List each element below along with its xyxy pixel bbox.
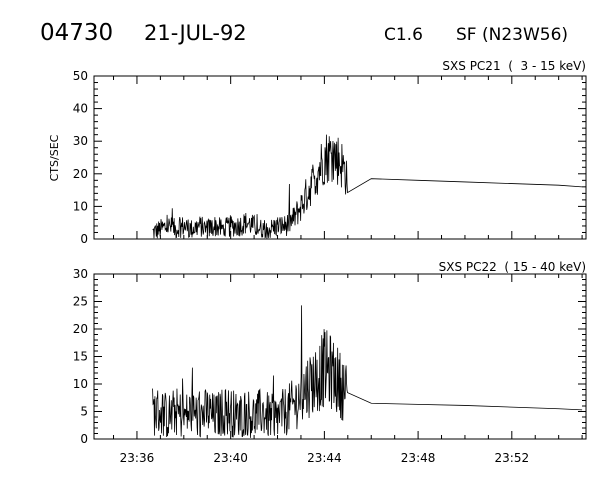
- series-line-pc22: [152, 305, 583, 438]
- y-tick-label-pc21: 0: [80, 232, 88, 246]
- y-tick-label-pc22: 25: [73, 295, 88, 309]
- y-tick-label-pc21: 50: [73, 69, 88, 83]
- y-tick-label-pc22: 0: [80, 432, 88, 446]
- plot-frame-pc21: [93, 75, 587, 240]
- panel-pc22: SXS PC22 ( 15 - 40 keV) 0 5 10 15 20 25 30 23:…: [73, 260, 587, 465]
- goes-class: C1.6: [384, 25, 423, 45]
- y-tick-label-pc22: 30: [73, 267, 88, 281]
- y-tick-label-pc21: 20: [73, 167, 88, 181]
- flare-location: SF (N23W56): [456, 25, 568, 45]
- x-axis-pc21: [113, 76, 583, 239]
- y-tick-label-pc22: 15: [73, 350, 88, 364]
- event-id: 04730: [40, 20, 113, 46]
- series-pc22: [152, 305, 583, 438]
- x-tick-label: 23:44: [307, 451, 342, 465]
- y-tick-label-pc21: 30: [73, 134, 88, 148]
- y-tick-label-pc21: 10: [73, 199, 88, 213]
- series-pc21: [152, 134, 583, 239]
- x-axis-pc22: 23:36 23:40 23:44 23:48 23:52: [113, 274, 583, 465]
- x-tick-label: 23:36: [120, 451, 155, 465]
- y-tick-label-pc22: 5: [80, 405, 88, 419]
- panel-title-pc22: SXS PC22 ( 15 - 40 keV): [439, 260, 586, 274]
- y-tick-label-pc22: 20: [73, 322, 88, 336]
- y-tick-label-pc22: 10: [73, 377, 88, 391]
- series-line-pc21: [152, 134, 583, 239]
- panel-title-pc21: SXS PC21 ( 3 - 15 keV): [442, 59, 586, 73]
- y-axis-pc21: 0 10 20 30 40 50: [73, 69, 586, 246]
- y-tick-label-pc21: 40: [73, 102, 88, 116]
- y-axis-label-pc21: CTS/SEC: [48, 134, 61, 181]
- x-tick-label: 23:40: [213, 451, 248, 465]
- y-axis-pc22: 0 5 10 15 20 25 30: [73, 267, 586, 446]
- x-tick-label: 23:52: [495, 451, 530, 465]
- x-tick-label: 23:48: [401, 451, 436, 465]
- panel-pc21: SXS PC21 ( 3 - 15 keV) CTS/SEC 0 10 20 30 40…: [48, 59, 587, 246]
- event-date: 21-JUL-92: [144, 21, 247, 45]
